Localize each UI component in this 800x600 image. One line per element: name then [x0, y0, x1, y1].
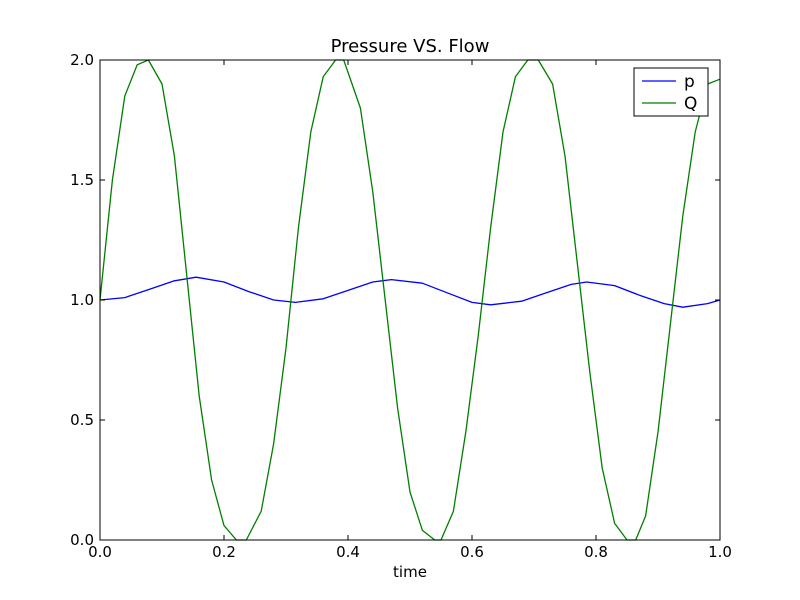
- legend-label-p: p: [684, 72, 695, 92]
- x-tick-label: 0.6: [460, 543, 484, 561]
- x-axis-label: time: [393, 563, 427, 581]
- chart-title: Pressure VS. Flow: [331, 36, 490, 57]
- plot-area: 0.0 0.2 0.4 0.6 0.8 1.0 0.0 0.5 1.0 1.5 2.0: [70, 51, 732, 561]
- x-tick-label: 0.8: [584, 543, 608, 561]
- legend-box: [633, 67, 709, 117]
- y-tick-label: 2.0: [70, 51, 94, 69]
- plot-frame: [99, 59, 721, 541]
- x-tick-label: 0.4: [336, 543, 360, 561]
- legend-label-Q: Q: [684, 94, 697, 114]
- series-line-p: [99, 276, 721, 308]
- x-tick-label: 0.2: [212, 543, 236, 561]
- y-tick-label: 0.0: [70, 531, 94, 549]
- series-line-Q: [99, 59, 721, 541]
- y-tick-label: 1.0: [70, 291, 94, 309]
- y-tick-label: 0.5: [70, 411, 94, 429]
- y-tick-label: 1.5: [70, 171, 94, 189]
- legend: pQ: [633, 67, 709, 117]
- x-tick-label: 1.0: [708, 543, 732, 561]
- x-tick-label: 0.0: [88, 543, 112, 561]
